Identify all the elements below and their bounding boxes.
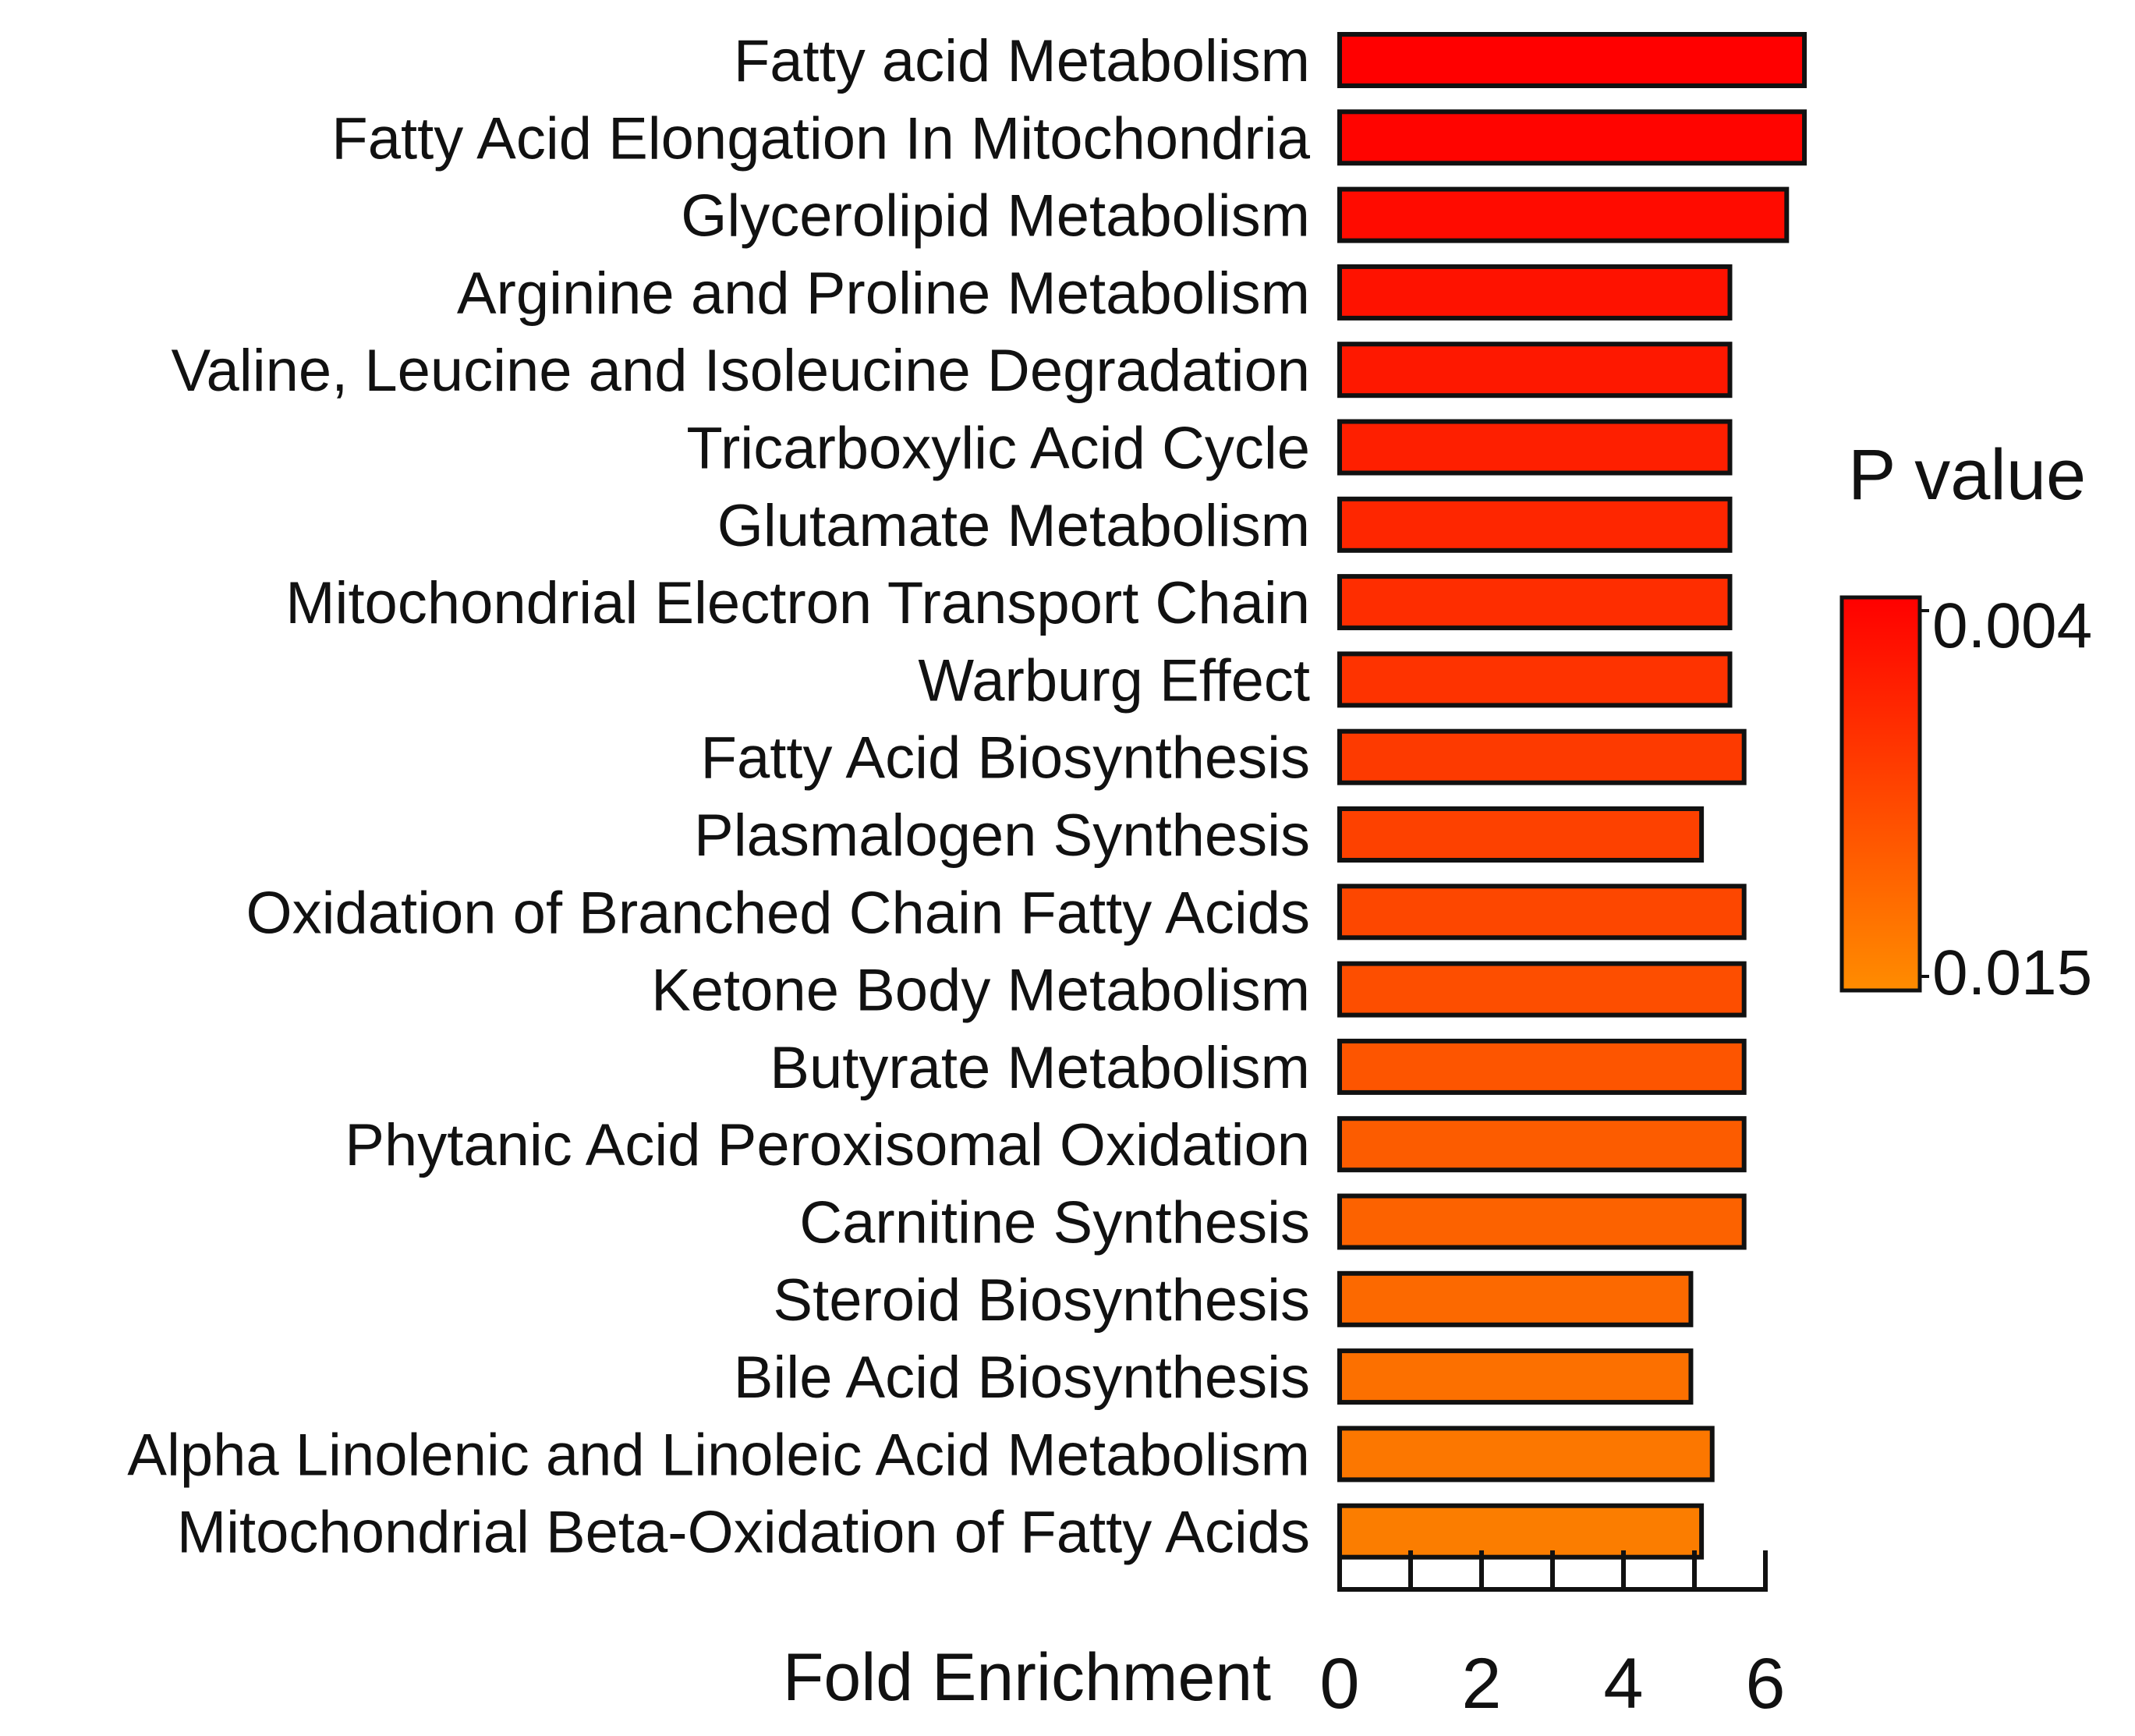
bar <box>1337 342 1733 399</box>
x-tick-label: 6 <box>1745 1644 1785 1724</box>
category-label: Mitochondrial Beta-Oxidation of Fatty Ac… <box>177 1500 1310 1566</box>
bar <box>1337 651 1733 708</box>
x-tick-label: 0 <box>1319 1644 1359 1724</box>
category-labels: Fatty acid Metabolism Fatty Acid Elongati… <box>127 28 1310 1566</box>
category-label: Phytanic Acid Peroxisomal Oxidation <box>345 1112 1310 1178</box>
x-axis-ticks <box>1337 1550 1768 1589</box>
category-label: Steroid Biosynthesis <box>773 1267 1310 1334</box>
category-label: Oxidation of Branched Chain Fatty Acids <box>246 880 1310 946</box>
category-label: Carnitine Synthesis <box>799 1190 1310 1256</box>
category-label: Glutamate Metabolism <box>717 493 1310 559</box>
x-axis-title: Fold Enrichment <box>783 1640 1271 1715</box>
bar <box>1337 109 1807 166</box>
bars-layer <box>1337 32 1807 1560</box>
bar <box>1337 1348 1694 1405</box>
bar <box>1337 1426 1715 1483</box>
category-label: Tricarboxylic Acid Cycle <box>686 416 1310 482</box>
legend-high-label: 0.004 <box>1932 590 2092 661</box>
category-label: Mitochondrial Electron Transport Chain <box>285 570 1310 636</box>
bar <box>1337 1270 1694 1327</box>
bar <box>1337 186 1790 243</box>
category-label: Plasmalogen Synthesis <box>694 802 1310 869</box>
p-value-legend: P value 0.004 0.015 <box>1839 435 2092 1008</box>
legend-low-label: 0.015 <box>1932 937 2092 1008</box>
bar <box>1337 884 1747 941</box>
category-label: Butyrate Metabolism <box>770 1035 1310 1101</box>
bar <box>1337 574 1733 631</box>
category-label: Valine, Leucine and Isoleucine Degradati… <box>171 338 1310 404</box>
bar <box>1337 1193 1747 1250</box>
bar <box>1337 1116 1747 1173</box>
category-label: Fatty Acid Elongation In Mitochondria <box>331 105 1310 172</box>
bar <box>1337 806 1705 863</box>
bar <box>1337 728 1747 785</box>
x-axis-tick-labels: 0 2 4 6 <box>1319 1644 1785 1724</box>
bar <box>1337 961 1747 1018</box>
legend-color-bar <box>1839 595 1922 993</box>
category-label: Warburg Effect <box>918 647 1310 714</box>
category-label: Fatty Acid Biosynthesis <box>701 725 1310 792</box>
bar <box>1337 496 1733 553</box>
category-label: Bile Acid Biosynthesis <box>734 1345 1310 1411</box>
bar <box>1337 32 1807 88</box>
category-label: Glycerolipid Metabolism <box>681 183 1310 250</box>
bar <box>1337 264 1733 321</box>
x-tick-label: 4 <box>1603 1644 1643 1724</box>
category-label: Alpha Linolenic and Linoleic Acid Metabo… <box>127 1422 1310 1488</box>
category-label: Ketone Body Metabolism <box>651 958 1310 1024</box>
category-label: Fatty acid Metabolism <box>734 28 1310 94</box>
x-tick-label: 2 <box>1461 1644 1501 1724</box>
bar <box>1337 1038 1747 1095</box>
x-axis: 0 2 4 6 Fold Enrichment <box>783 1550 1786 1724</box>
category-label: Arginine and Proline Metabolism <box>457 260 1310 327</box>
bar <box>1337 1503 1705 1560</box>
bar <box>1337 419 1733 476</box>
legend-title: P value <box>1848 435 2086 515</box>
